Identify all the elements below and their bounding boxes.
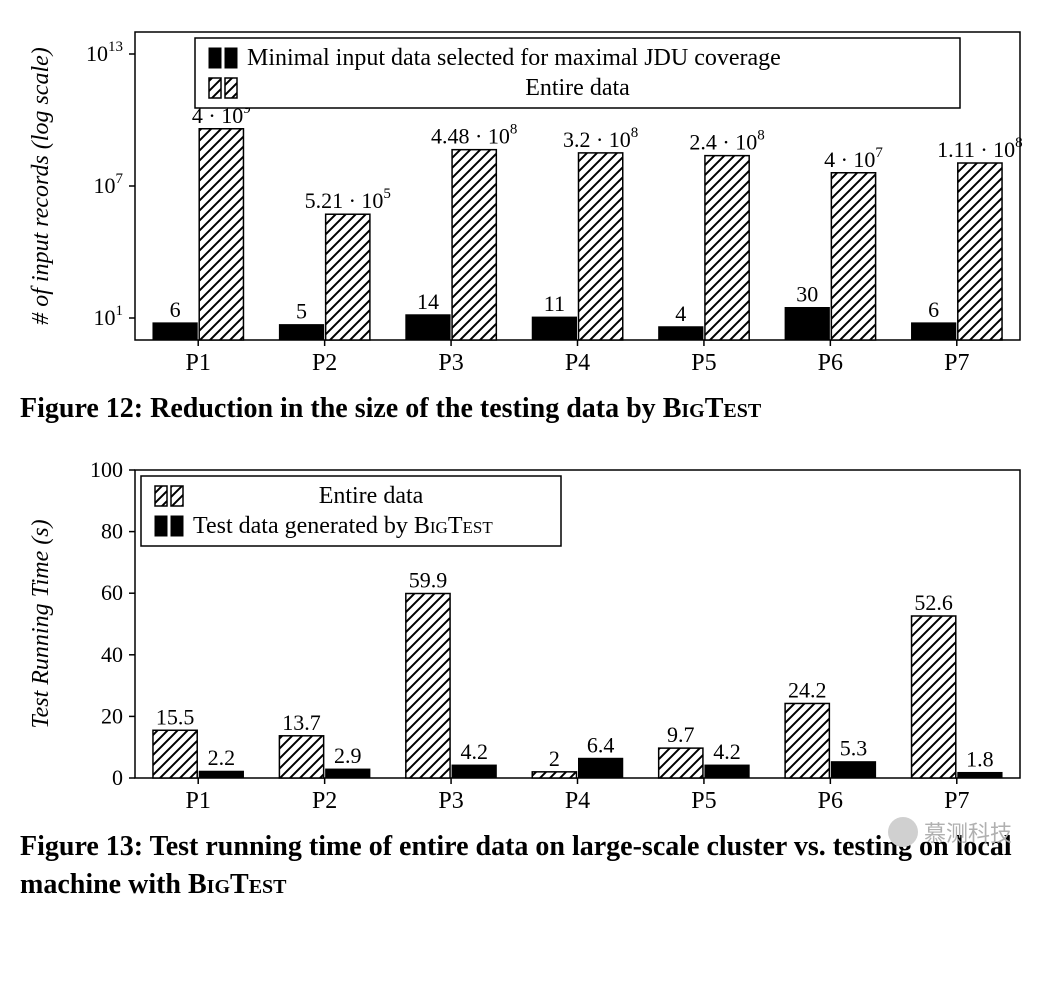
bar-entire [532, 772, 576, 778]
svg-text:6: 6 [928, 297, 939, 322]
svg-text:40: 40 [101, 642, 123, 667]
caption-text: Figure 13: Test running time of entire d… [20, 831, 1012, 900]
svg-text:100: 100 [90, 458, 123, 482]
bar-bigtest [958, 772, 1002, 778]
svg-text:0: 0 [112, 765, 123, 790]
svg-text:4.2: 4.2 [460, 739, 488, 764]
svg-text:P6: P6 [818, 350, 843, 376]
bar-entire [579, 153, 623, 340]
svg-text:2: 2 [549, 746, 560, 771]
svg-text:4.48 · 108: 4.48 · 108 [431, 122, 517, 149]
svg-text:4.2: 4.2 [713, 739, 741, 764]
bar-entire [199, 129, 243, 340]
figure-13-caption: Figure 13: Test running time of entire d… [20, 828, 1032, 904]
watermark-icon [888, 817, 918, 847]
bar-bigtest [705, 765, 749, 778]
bar-entire [406, 593, 450, 777]
svg-text:59.9: 59.9 [409, 567, 448, 592]
svg-text:5: 5 [296, 299, 307, 324]
svg-text:15.5: 15.5 [156, 704, 195, 729]
svg-text:Entire data: Entire data [319, 483, 424, 509]
figure-13-svg: 0 20 40 60 80 100 Test Running Time (s) P1 15.5 2… [20, 458, 1032, 818]
svg-text:Minimal input data selected fo: Minimal input data selected for maximal … [247, 45, 781, 71]
svg-text:P6: P6 [818, 788, 843, 814]
bar-entire [452, 150, 496, 340]
bar-minimal [153, 323, 197, 340]
svg-text:P4: P4 [565, 788, 590, 814]
svg-text:11: 11 [544, 291, 565, 316]
svg-text:P4: P4 [565, 350, 590, 376]
svg-text:4 · 107: 4 · 107 [824, 145, 883, 172]
svg-text:P3: P3 [438, 788, 463, 814]
svg-text:101: 101 [94, 303, 124, 330]
bar-entire [912, 616, 956, 778]
svg-text:20: 20 [101, 703, 123, 728]
figure-12-svg: 101 107 1013 # of input records (log scale)… [20, 20, 1032, 380]
svg-text:30: 30 [796, 282, 818, 307]
bar-bigtest [452, 765, 496, 778]
svg-text:5.3: 5.3 [840, 735, 868, 760]
svg-text:P1: P1 [186, 788, 211, 814]
caption-text: Figure 12: Reduction in the size of the … [20, 393, 663, 424]
caption-smallcaps: BigTest [188, 869, 287, 900]
bar-bigtest [831, 761, 875, 777]
svg-text:24.2: 24.2 [788, 677, 827, 702]
bar-minimal [659, 327, 703, 340]
watermark: 慕测科技 [888, 816, 1012, 848]
bar-entire [279, 736, 323, 778]
bar-entire [958, 163, 1002, 340]
svg-text:14: 14 [417, 289, 439, 314]
bar-entire [831, 173, 875, 340]
svg-text:P2: P2 [312, 788, 337, 814]
svg-text:2.4 · 108: 2.4 · 108 [689, 128, 764, 155]
svg-text:P2: P2 [312, 350, 337, 376]
svg-text:P3: P3 [438, 350, 463, 376]
svg-text:P5: P5 [691, 788, 716, 814]
bar-entire [326, 214, 370, 340]
bar-entire [659, 748, 703, 778]
figure-12-chart: 101 107 1013 # of input records (log scale)… [20, 20, 1032, 380]
svg-text:6.4: 6.4 [587, 732, 615, 757]
svg-text:4: 4 [675, 301, 686, 326]
svg-text:80: 80 [101, 518, 123, 543]
svg-text:1.11 · 108: 1.11 · 108 [937, 135, 1023, 162]
figure-13-chart: 0 20 40 60 80 100 Test Running Time (s) P1 15.5 2… [20, 458, 1032, 818]
svg-text:Test Running Time (s): Test Running Time (s) [28, 519, 54, 728]
svg-text:Entire data: Entire data [525, 75, 630, 101]
bar-bigtest [579, 758, 623, 778]
caption-smallcaps: BigTest [663, 393, 762, 424]
svg-text:P1: P1 [186, 350, 211, 376]
bar-minimal [279, 325, 323, 340]
svg-text:60: 60 [101, 580, 123, 605]
svg-text:6: 6 [170, 297, 181, 322]
bar-entire [153, 730, 197, 778]
svg-text:2.9: 2.9 [334, 743, 362, 768]
svg-text:P5: P5 [691, 350, 716, 376]
svg-text:5.21 · 105: 5.21 · 105 [305, 186, 391, 213]
bar-minimal [532, 317, 576, 340]
svg-text:1.8: 1.8 [966, 746, 994, 771]
svg-text:9.7: 9.7 [667, 722, 695, 747]
svg-text:2.2: 2.2 [208, 745, 236, 770]
svg-text:107: 107 [94, 171, 124, 198]
bar-minimal [912, 323, 956, 340]
figure-12-caption: Figure 12: Reduction in the size of the … [20, 390, 1032, 428]
svg-text:P7: P7 [944, 788, 969, 814]
bar-bigtest [199, 771, 243, 778]
svg-text:Test data generated by BigTest: Test data generated by BigTest [193, 513, 493, 539]
svg-text:3.2 · 108: 3.2 · 108 [563, 125, 638, 152]
bar-bigtest [326, 769, 370, 778]
bar-minimal [785, 308, 829, 340]
svg-text:13.7: 13.7 [282, 710, 321, 735]
svg-text:# of input records (log scale): # of input records (log scale) [28, 47, 54, 325]
bar-minimal [406, 315, 450, 340]
svg-text:1013: 1013 [86, 39, 123, 66]
svg-text:P7: P7 [944, 350, 969, 376]
bar-entire [705, 156, 749, 340]
watermark-text: 慕测科技 [924, 816, 1012, 848]
svg-text:52.6: 52.6 [914, 590, 953, 615]
bar-entire [785, 703, 829, 778]
